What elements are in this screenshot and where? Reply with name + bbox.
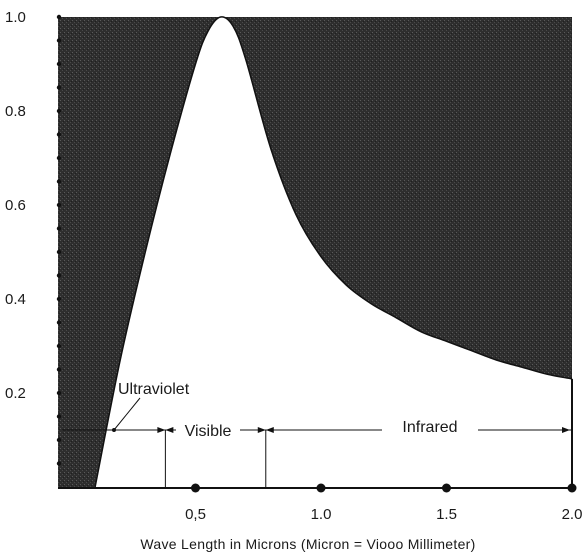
x-tick-dot <box>442 483 451 493</box>
ultraviolet-leader <box>113 397 141 431</box>
y-tick-dot <box>56 179 62 184</box>
y-tick-dot <box>56 132 62 137</box>
y-tick-label: 0.6 <box>5 197 26 214</box>
area-under-curve <box>95 16 572 487</box>
y-tick-dot <box>56 461 62 466</box>
infrared-label-bg <box>382 415 478 437</box>
y-tick-dot <box>56 296 62 302</box>
x-tick-label: 2.0 <box>562 506 583 523</box>
infrared-label: Infrared <box>402 419 457 436</box>
visible-arrow-right <box>257 427 266 433</box>
y-tick-dot <box>56 367 62 372</box>
series-line <box>94 16 573 488</box>
y-tick-dot <box>56 414 62 419</box>
x-axis-label: Wave Length in Microns (Micron = Viooo M… <box>140 536 475 552</box>
infrared-arrow-left <box>265 427 274 433</box>
y-tick-label: 0.2 <box>5 385 26 402</box>
ultraviolet-label: Ultraviolet <box>118 381 190 398</box>
y-tick-dot <box>56 249 62 255</box>
y-tick-dot <box>56 202 62 208</box>
x-tick-dot <box>316 483 326 493</box>
y-tick-dot <box>56 155 62 161</box>
y-tick-dot <box>56 108 62 114</box>
visible-arrow-left <box>165 427 174 433</box>
y-tick-label: 0.4 <box>5 291 26 308</box>
x-tick-label: 0,5 <box>185 506 206 523</box>
y-tick-dot <box>56 390 62 396</box>
y-tick-dot <box>56 14 62 20</box>
y-tick-dot <box>56 38 62 43</box>
y-tick-dot <box>56 61 62 67</box>
y-tick-dot <box>56 320 62 325</box>
plot-area <box>58 16 573 489</box>
x-tick-label: 1.0 <box>311 506 332 523</box>
y-axis: 0.2 0.4 0.6 0.8 1.0 <box>5 9 62 466</box>
ultraviolet-arrow-right <box>157 427 166 433</box>
infrared-arrow-right <box>562 427 570 433</box>
ultraviolet-leader-dot <box>112 428 116 432</box>
x-tick-label: 1.5 <box>436 506 457 523</box>
spectral-regions: Ultraviolet Visible Infrared <box>62 381 572 487</box>
y-tick-dot <box>56 437 62 443</box>
visible-label: Visible <box>185 423 232 440</box>
y-tick-label: 0.8 <box>5 103 26 120</box>
x-tick-dot <box>191 483 200 493</box>
y-tick-dot <box>56 85 62 90</box>
y-tick-dot <box>56 273 62 278</box>
x-axis-line <box>58 487 572 489</box>
visible-label-bg <box>176 418 240 440</box>
y-tick-dot <box>56 226 62 231</box>
x-axis: 0,5 1.0 1.5 2.0 <box>185 483 583 523</box>
x-tick-dot <box>567 483 577 493</box>
y-tick-label: 1.0 <box>5 9 26 26</box>
y-tick-dot <box>56 343 62 349</box>
